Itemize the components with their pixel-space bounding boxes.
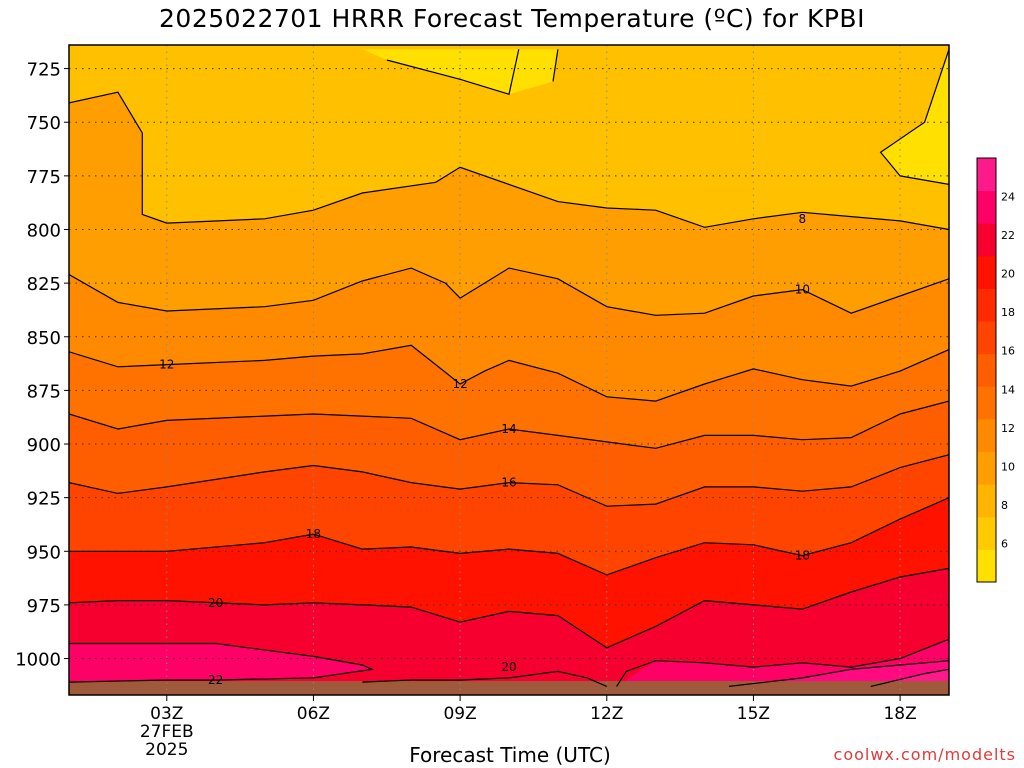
y-tick-label: 875 <box>27 381 61 402</box>
colorbar-swatch <box>977 321 996 355</box>
colorbar-swatch <box>977 451 996 485</box>
contour-label: 10 <box>795 283 810 297</box>
contour-label: 22 <box>208 673 223 687</box>
plot-frame <box>68 44 950 696</box>
colorbar-swatch <box>977 484 996 518</box>
colorbar-swatch <box>977 516 996 550</box>
plot-area: 8 10 12 12 14 16 18 18 20 20 22 <box>69 45 949 695</box>
chart-title: 2025022701 HRRR Forecast Temperature (ºC… <box>159 4 865 33</box>
x-tick-label: 18Z <box>883 704 916 724</box>
colorbar-tick-label: 12 <box>1001 422 1015 435</box>
contour-line <box>386 49 520 96</box>
colorbar-swatch <box>977 418 996 453</box>
colorbar-swatch <box>977 255 996 289</box>
x-tick-label: 12Z <box>590 704 623 724</box>
colorbar-tick-label: 24 <box>1001 191 1015 204</box>
colorbar-swatch <box>977 353 996 387</box>
y-tick-label: 1000 <box>15 650 61 671</box>
colorbar-tick-label: 10 <box>1001 460 1015 473</box>
colorbar-tick-label: 20 <box>1001 268 1015 281</box>
contour-line <box>728 660 949 687</box>
x-tick-label: 15Z <box>737 704 770 724</box>
y-tick-label: 975 <box>27 596 61 617</box>
colorbar-swatch <box>977 549 996 583</box>
contour-label: 14 <box>501 422 516 436</box>
credit-text: coolwx.com/modelts <box>833 745 1016 764</box>
colorbar-tick-label: 22 <box>1001 229 1015 242</box>
fill-band-13 <box>880 49 949 185</box>
colorbar-tick-label: 8 <box>1001 499 1008 512</box>
y-tick-label: 950 <box>27 542 61 563</box>
contour-label: 12 <box>159 358 174 372</box>
colorbar-swatch <box>977 190 996 224</box>
contour-line <box>879 49 949 185</box>
y-tick-label: 800 <box>27 220 61 241</box>
contour-line <box>362 670 608 687</box>
contour-label: 8 <box>799 212 807 226</box>
x-tick-sublabel: 2025 <box>145 740 188 760</box>
contour-label: 18 <box>795 549 810 563</box>
x-tick-label: 09Z <box>443 704 476 724</box>
contour-line <box>69 400 949 449</box>
contour-line <box>69 267 949 316</box>
contour-label: 20 <box>501 660 516 674</box>
colorbar-frame <box>976 157 997 583</box>
contour-line <box>552 49 559 82</box>
y-tick-label: 925 <box>27 489 61 510</box>
contour-line <box>870 668 949 687</box>
surface-band <box>69 681 949 695</box>
colorbar-tick-label: 16 <box>1001 345 1015 358</box>
contour-line <box>69 497 949 576</box>
fill-band-10 <box>729 660 949 687</box>
x-tick-label: 03Z <box>150 704 183 724</box>
contour-label: 18 <box>306 527 321 541</box>
y-tick-label: 850 <box>27 328 61 349</box>
contour-label: 16 <box>501 476 516 490</box>
y-tick-label: 750 <box>27 113 61 134</box>
colorbar-tick-label: 14 <box>1001 383 1015 396</box>
contour-line <box>69 91 949 231</box>
y-tick-label: 825 <box>27 274 61 295</box>
fill-band-8 <box>69 643 373 683</box>
contour-line <box>69 567 949 649</box>
colorbar-swatch <box>977 386 996 420</box>
colorbar-swatch <box>977 223 996 257</box>
y-tick-label: 900 <box>27 435 61 456</box>
contour-line <box>616 638 949 687</box>
y-tick-label: 775 <box>27 167 61 188</box>
contour-line <box>69 344 949 402</box>
contour-label: 20 <box>208 596 223 610</box>
x-axis-label: Forecast Time (UTC) <box>409 743 611 767</box>
x-tick-label: 06Z <box>297 704 330 724</box>
contour-line <box>69 642 375 683</box>
colorbar-tick-label: 18 <box>1001 306 1015 319</box>
colorbar-swatch <box>977 288 996 322</box>
colorbar-swatch <box>977 158 996 192</box>
contour-label: 12 <box>452 377 467 391</box>
y-tick-label: 725 <box>27 60 61 81</box>
contour-line <box>69 454 949 507</box>
colorbar-tick-label: 6 <box>1001 537 1008 550</box>
x-tick-sublabel: 27FEB <box>140 722 194 742</box>
